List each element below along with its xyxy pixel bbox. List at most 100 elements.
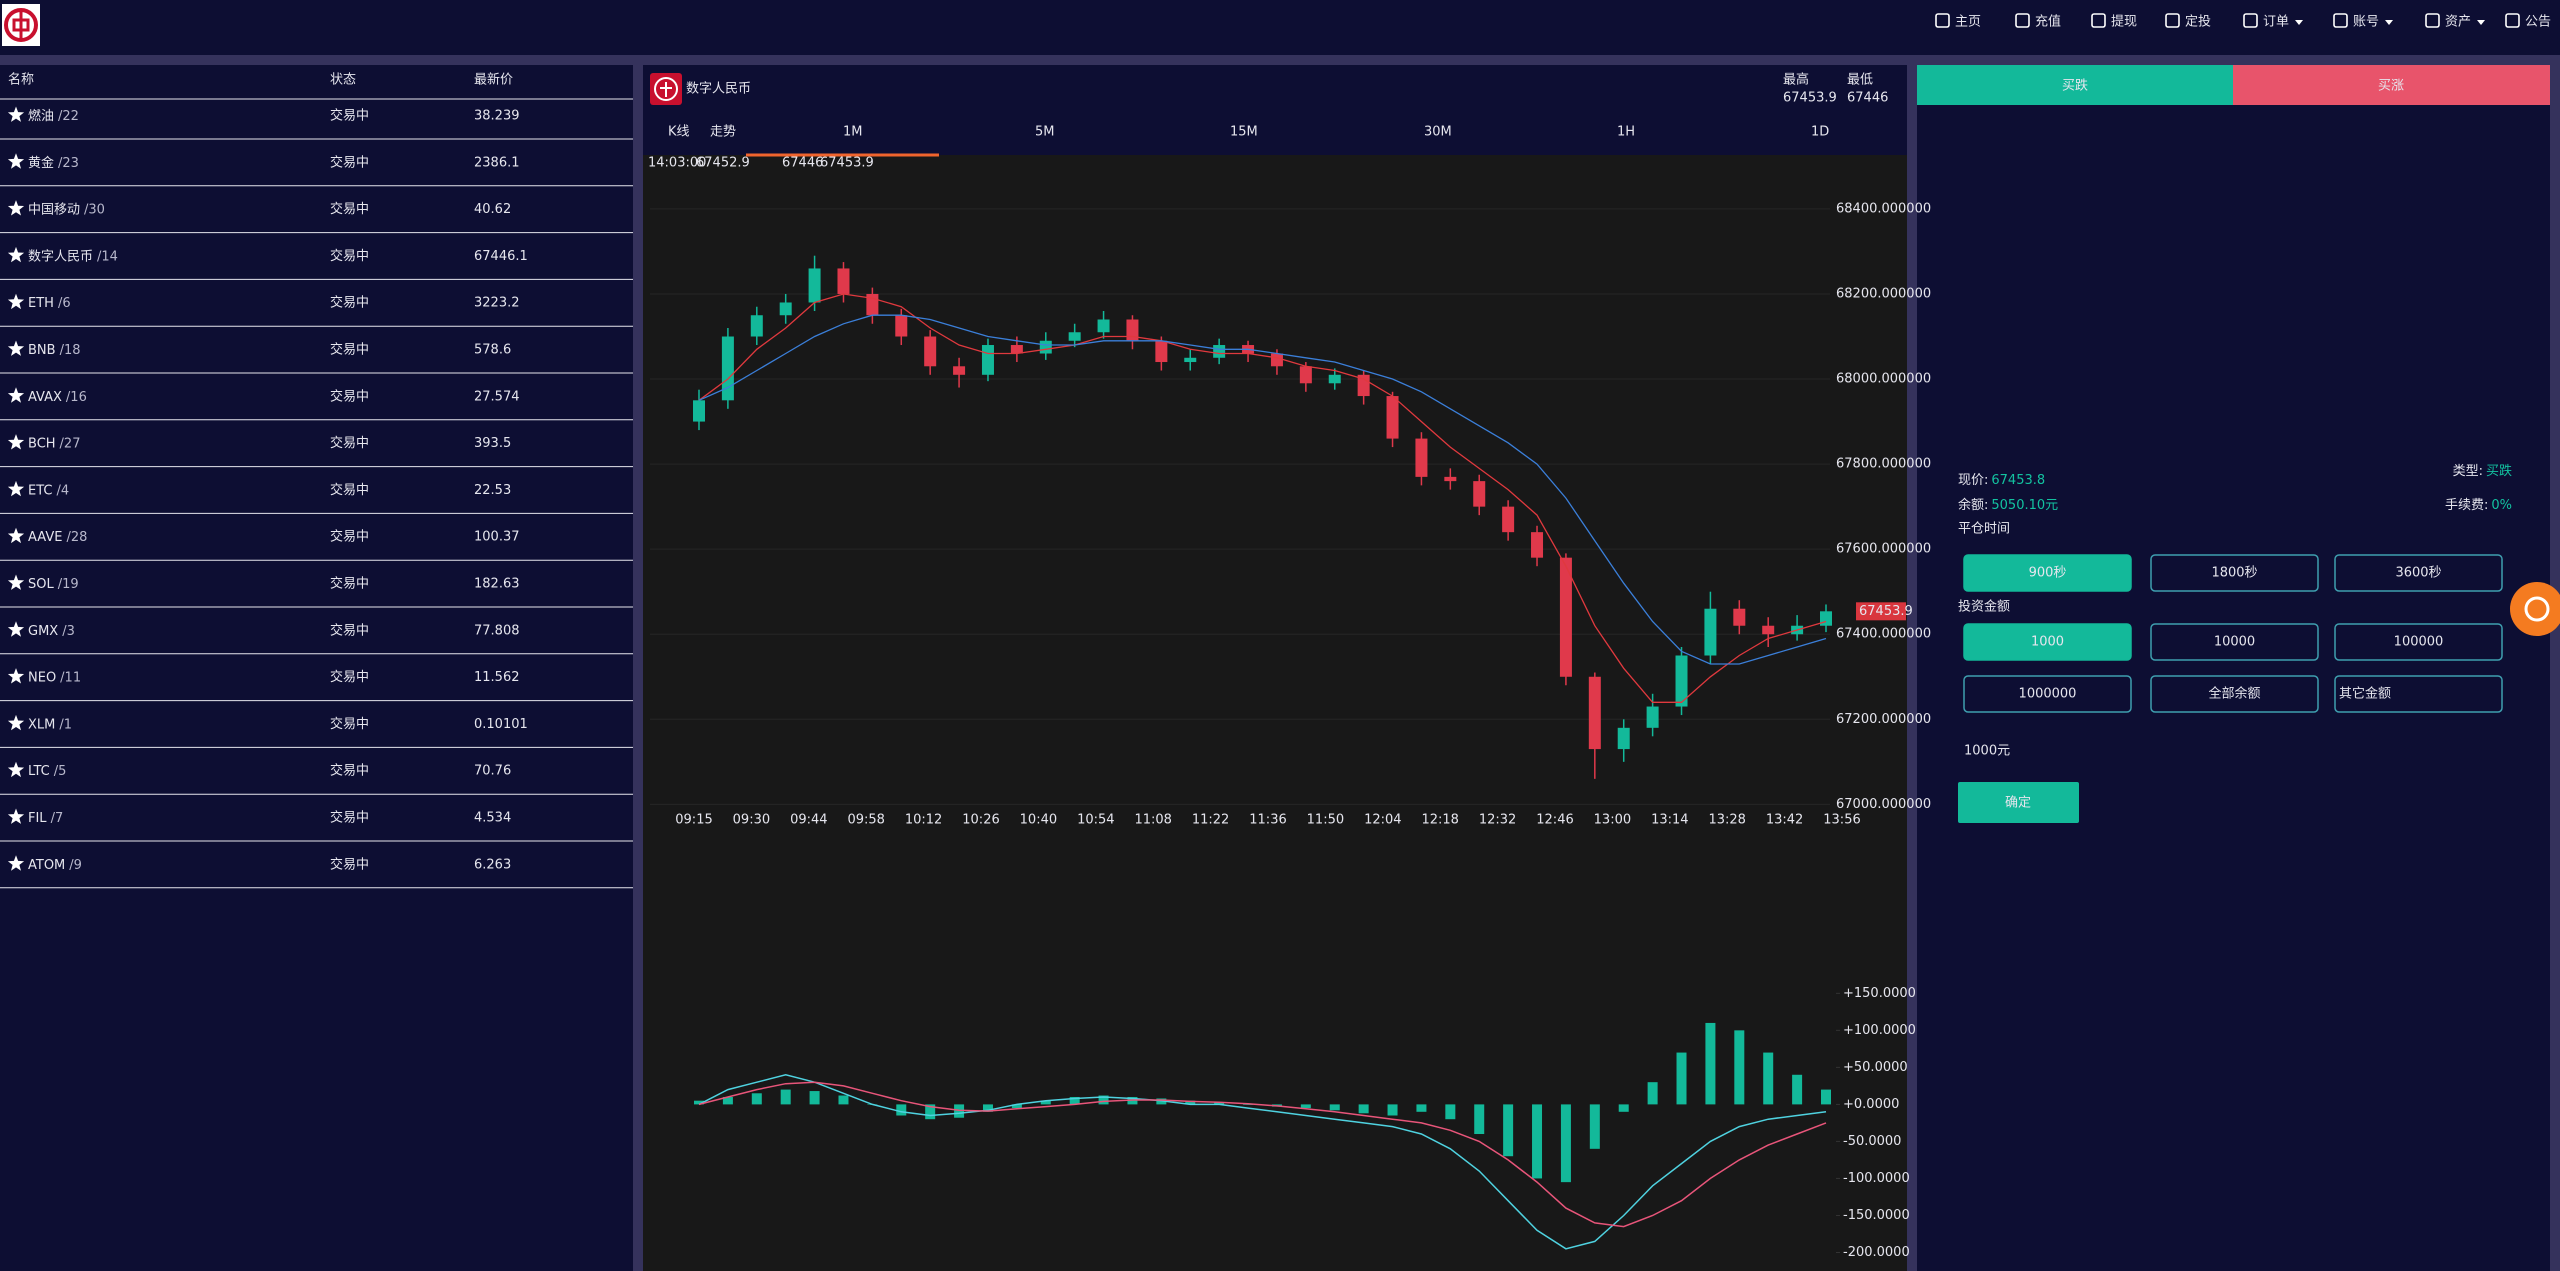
macd-bar [1358,1104,1369,1114]
symbol-code: /22 [58,109,79,124]
option-button[interactable]: 100000 [2334,623,2503,661]
symbol-label: AVAX [28,389,62,404]
macd-bar [1243,1104,1254,1105]
selected-amount: 1000元 [1964,744,2010,759]
separator [0,55,2560,65]
list-row[interactable]: ATOM/9 交易中 6.263 [0,855,633,889]
list-row[interactable]: 黄金/23 交易中 2386.1 [0,153,633,187]
x-tick-label: 13:14 [1651,813,1688,828]
symbol-label: NEO [28,670,56,685]
symbol-label: 黄金 [28,154,54,170]
nav-icon [2243,13,2258,28]
logo[interactable] [2,4,40,46]
list-row[interactable]: GMX/3 交易中 77.808 [0,621,633,655]
y-tick-label: 67200.000000 [1836,712,1931,727]
option-bg [2334,623,2503,661]
option-button[interactable]: 3600秒 [2334,554,2503,592]
macd-bar [1503,1104,1514,1157]
list-row[interactable]: FIL/7 交易中 4.534 [0,808,633,842]
list-row[interactable]: AVAX/16 交易中 27.574 [0,387,633,421]
star-icon [7,106,25,122]
option-button[interactable]: 900秒 [1963,554,2132,592]
tab[interactable]: 30M [1424,125,1452,140]
nav-item[interactable]: 提现 [2091,13,2137,30]
symbol-label: ETC [28,483,52,498]
tab[interactable]: 走势 [710,124,736,140]
buy-label: 买涨 [2378,79,2404,94]
symbol-name: 黄金/23 [28,154,79,170]
list-header: 状态 [330,73,356,88]
nav-item[interactable]: 定投 [2165,13,2211,30]
option-button[interactable]: 1000000 [1963,675,2132,713]
candle-body [1299,366,1312,384]
price-tag: 67453.9 [1859,604,1913,619]
option-label: 100000 [2394,635,2444,650]
candle-body [750,315,763,337]
macd-bar [1705,1022,1716,1105]
nav-item[interactable]: 订单 [2243,13,2304,30]
confirm-button[interactable]: 确定 [1958,782,2079,823]
price: 27.574 [474,389,520,404]
tab[interactable]: 15M [1230,125,1258,140]
list-row[interactable]: AAVE/28 交易中 100.37 [0,527,633,561]
sell-button[interactable]: 买跌 [1917,65,2233,105]
option-button[interactable]: 10000 [2150,623,2319,661]
tab[interactable]: 1M [843,125,863,140]
macd-bar [1589,1104,1600,1149]
candle-body [1559,557,1572,677]
price: 393.5 [474,436,511,451]
buy-button[interactable]: 买涨 [2233,65,2550,105]
list-row[interactable]: BNB/18 交易中 578.6 [0,340,633,374]
tab[interactable]: 1H [1617,125,1635,140]
info-value: 67453.8 [1991,473,2045,488]
symbol-code: /5 [54,764,67,779]
list-row[interactable]: BCH/27 交易中 393.5 [0,434,633,468]
nav-label: 订单 [2263,15,2289,30]
list-row[interactable]: ETC/4 交易中 22.53 [0,480,633,514]
price: 578.6 [474,343,511,358]
nav-item[interactable]: 主页 [1935,13,1981,30]
price: 40.62 [474,202,511,217]
list-row[interactable]: NEO/11 交易中 11.562 [0,668,633,702]
option-button[interactable]: 1000 [1963,623,2132,661]
y-tick-label: +0.0000 [1843,1097,1899,1112]
option-button[interactable]: 全部余额 [2150,675,2319,713]
symbol-name: BNB/18 [28,343,80,358]
confirm-label: 确定 [2005,796,2031,811]
nav-item[interactable]: 账号 [2333,13,2394,30]
nav-item[interactable]: 公告 [2505,13,2551,30]
list-row[interactable]: 燃油/22 交易中 38.239 [0,106,633,140]
candle-body [1733,608,1746,626]
price: 0.10101 [474,717,528,732]
support-icon [2524,596,2550,622]
star-icon [7,246,25,263]
amount-input[interactable]: 其它金额 [2334,675,2503,713]
macd-bar [1676,1052,1687,1105]
macd-bar [722,1096,733,1105]
nav-item[interactable]: 充值 [2015,13,2061,30]
tab[interactable]: 1D [1811,125,1829,140]
dropdown-caret [2385,20,2394,25]
option-label: 1000000 [2019,687,2077,702]
confirm-bg [1958,782,2079,823]
candle-body [981,345,994,375]
symbol-label: GMX [28,623,58,638]
candle-body [924,336,937,367]
tab[interactable]: 5M [1035,125,1055,140]
price: 67446.1 [474,249,528,264]
list-row[interactable]: LTC/5 交易中 70.76 [0,761,633,795]
list-row[interactable]: 中国移动/30 交易中 40.62 [0,200,633,234]
star-icon [7,200,25,216]
ma-line [698,293,1827,703]
list-row[interactable]: ETH/6 交易中 3223.2 [0,293,633,327]
support-button[interactable] [2510,582,2560,636]
tab[interactable]: K线 [668,125,690,140]
price: 182.63 [474,577,520,592]
list-row[interactable]: 数字人民币/14 交易中 67446.1 [0,246,633,280]
nav-item[interactable]: 资产 [2425,13,2486,30]
list-row[interactable]: XLM/1 交易中 0.10101 [0,714,633,748]
list-row[interactable]: SOL/19 交易中 182.63 [0,574,633,608]
symbol-code: /11 [60,670,81,685]
option-button[interactable]: 1800秒 [2150,554,2319,592]
